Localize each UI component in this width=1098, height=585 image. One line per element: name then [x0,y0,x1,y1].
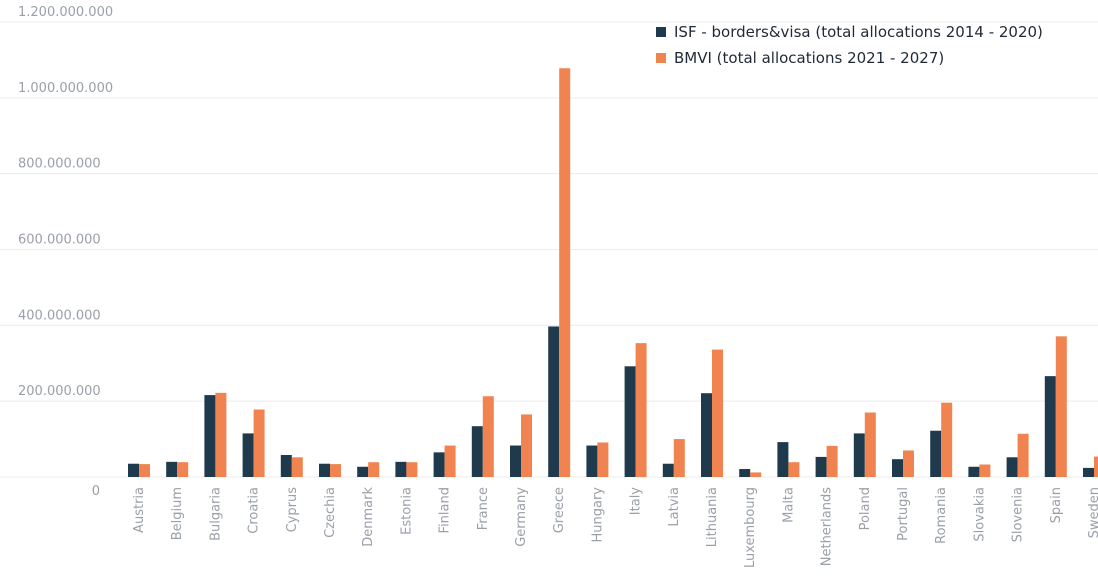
bars [128,68,1098,477]
bar-isf-croatia [242,433,254,477]
bar-bmvi-slovakia [979,464,991,477]
legend: ISF - borders&visa (total allocations 20… [656,23,1043,67]
bar-isf-spain [1044,376,1056,477]
x-tick-label: Finland [438,487,453,533]
x-tick-label: Croatia [247,487,262,534]
bar-isf-cyprus [280,455,292,477]
x-axis-ticks: Austria Belgium Bulgaria Croatia Cyprus Czech… [132,487,1098,568]
y-tick-label: 200.000.000 [18,384,101,399]
bar-bmvi-luxembourg [750,472,762,477]
bar-isf-belgium [166,461,178,477]
legend-label: ISF - borders&visa (total allocations 20… [674,23,1043,41]
bar-bmvi-latvia [673,439,685,477]
x-tick-label: Estonia [399,487,414,535]
bar-bmvi-austria [139,464,150,477]
bar-bmvi-slovenia [1017,433,1029,477]
bar-isf-austria [128,463,139,477]
bar-isf-germany [510,445,521,477]
y-tick-label: 600.000.000 [18,233,101,248]
x-tick-label: Bulgaria [208,487,223,541]
x-tick-label: Latvia [667,487,682,527]
bar-isf-netherlands [815,456,827,477]
x-tick-label: Luxembourg [743,487,758,568]
x-tick-label: Cyprus [285,487,300,533]
bar-isf-greece [548,326,560,477]
bar-isf-denmark [357,466,369,477]
x-tick-label: Greece [552,487,567,533]
x-tick-label: Czechia [323,487,338,538]
bar-isf-romania [930,430,942,477]
bar-bmvi-romania [941,402,953,477]
legend-label: BMVI (total allocations 2021 - 2027) [674,49,944,67]
bar-bmvi-czechia [330,464,341,477]
bar-bmvi-finland [444,445,456,477]
y-tick-label: 1.200.000.000 [18,5,113,20]
bar-isf-latvia [662,463,674,477]
bar-bmvi-lithuania [712,349,723,477]
bar-bmvi-greece [559,68,571,477]
y-tick-label: 0 [92,484,100,499]
bar-isf-finland [433,452,445,477]
bar-bmvi-portugal [903,450,914,477]
x-tick-label: France [476,487,491,530]
bar-bmvi-germany [521,414,532,477]
legend-swatch [656,53,666,63]
x-tick-label: Romania [934,487,949,544]
x-tick-label: Hungary [590,487,605,543]
bar-bmvi-netherlands [826,445,838,477]
x-tick-label: Slovakia [972,487,987,542]
bar-bmvi-france [482,396,494,477]
y-tick-label: 400.000.000 [18,308,101,323]
bar-bmvi-belgium [177,462,189,477]
grid-lines [0,21,1098,478]
x-tick-label: Spain [1049,487,1064,523]
bar-bmvi-sweden [1094,456,1098,477]
x-tick-label: Portugal [896,487,911,541]
bar-isf-malta [777,442,789,477]
x-tick-label: Poland [858,487,873,530]
x-tick-label: Lithuania [705,487,720,547]
x-tick-label: Austria [132,487,147,533]
x-tick-label: Slovenia [1011,487,1026,542]
bar-isf-hungary [586,445,598,477]
bar-bmvi-cyprus [291,457,303,477]
x-tick-label: Malta [781,487,796,523]
bar-isf-sweden [1083,467,1094,477]
bar-isf-estonia [395,461,407,477]
bar-isf-czechia [319,463,330,477]
x-tick-label: Germany [514,487,529,547]
bar-bmvi-italy [635,343,647,477]
x-tick-label: Sweden [1087,487,1098,538]
x-tick-label: Denmark [361,487,376,547]
bar-isf-bulgaria [204,395,216,477]
x-tick-label: Belgium [170,487,185,540]
bar-bmvi-malta [788,462,800,477]
bar-isf-slovakia [968,466,980,477]
bar-bmvi-croatia [253,409,265,477]
bar-bmvi-poland [864,412,876,477]
bar-isf-slovenia [1006,457,1018,477]
legend-swatch [656,27,666,37]
bar-isf-portugal [892,459,903,477]
bar-isf-poland [853,433,865,477]
bar-isf-luxembourg [739,469,751,477]
bar-bmvi-denmark [368,462,380,477]
bar-isf-italy [624,366,636,477]
x-tick-label: Italy [629,487,644,516]
y-tick-label: 800.000.000 [18,157,101,172]
bar-isf-lithuania [701,393,712,477]
bar-bmvi-hungary [597,442,609,477]
bar-bmvi-spain [1055,336,1067,477]
bar-bmvi-estonia [406,462,418,477]
y-tick-label: 1.000.000.000 [18,81,113,96]
bar-isf-france [471,426,483,477]
y-axis-ticks: 0 200.000.000 400.000.000 600.000.000 800.00… [18,5,113,499]
x-tick-label: Netherlands [820,487,835,566]
bar-bmvi-bulgaria [215,392,227,477]
